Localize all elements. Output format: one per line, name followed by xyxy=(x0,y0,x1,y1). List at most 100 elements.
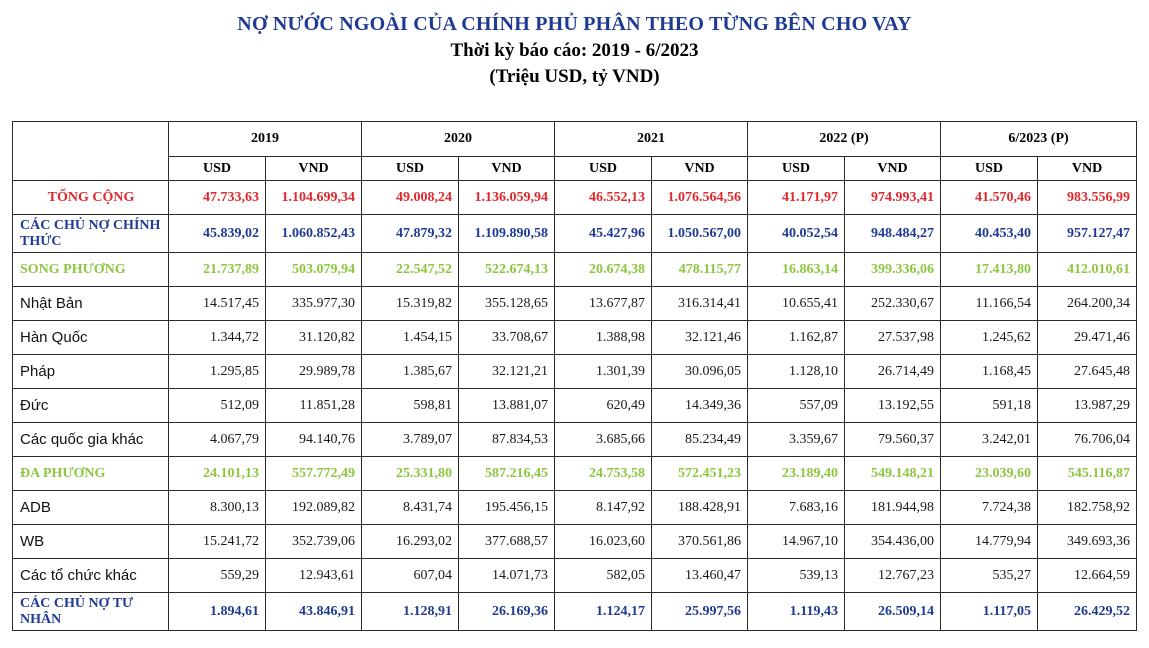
usd-value: 16.023,60 xyxy=(554,524,652,559)
vnd-value: 182.758,92 xyxy=(1037,490,1138,525)
row-official-creditors: CÁC CHỦ NỢ CHÍNH THỨC 45.839,02 1.060.852,… xyxy=(12,214,1138,253)
row-multilateral: ĐA PHƯƠNG 24.101,13 557.772,49 25.331,80 587… xyxy=(12,456,1138,491)
vnd-value: 1.050.567,00 xyxy=(651,214,748,253)
usd-value: 1.385,67 xyxy=(361,354,459,389)
vnd-value: 352.739,06 xyxy=(265,524,362,559)
vnd-header: VND xyxy=(651,156,748,181)
row-korea: Hàn Quốc 1.344,72 31.120,82 1.454,15 33.708,… xyxy=(12,320,1138,355)
report-period: Thời kỳ báo cáo: 2019 - 6/2023 xyxy=(450,40,699,61)
row-label: WB xyxy=(12,524,169,559)
corner-cell xyxy=(12,121,169,181)
usd-value: 23.039,60 xyxy=(940,456,1039,491)
vnd-value: 31.120,82 xyxy=(265,320,362,355)
usd-value: 1.124,17 xyxy=(554,592,652,631)
vnd-value: 1.076.564,56 xyxy=(651,180,748,215)
usd-value: 3.359,67 xyxy=(747,422,845,457)
usd-value: 14.779,94 xyxy=(940,524,1039,559)
vnd-value: 370.561,86 xyxy=(651,524,748,559)
row-total: TỔNG CỘNG 47.733,63 1.104.699,34 49.008,24 1… xyxy=(12,180,1138,215)
vnd-value: 43.846,91 xyxy=(265,592,362,631)
usd-value: 3.685,66 xyxy=(554,422,652,457)
vnd-value: 76.706,04 xyxy=(1037,422,1138,457)
usd-value: 17.413,80 xyxy=(940,252,1039,287)
vnd-value: 26.429,52 xyxy=(1037,592,1138,631)
usd-value: 14.517,45 xyxy=(168,286,266,321)
usd-value: 20.674,38 xyxy=(554,252,652,287)
vnd-header: VND xyxy=(458,156,555,181)
vnd-value: 192.089,82 xyxy=(265,490,362,525)
vnd-value: 26.714,49 xyxy=(843,354,942,389)
vnd-value: 188.428,91 xyxy=(651,490,748,525)
vnd-value: 14.071,73 xyxy=(458,558,555,593)
row-label: ĐA PHƯƠNG xyxy=(12,456,169,491)
vnd-value: 29.989,78 xyxy=(265,354,362,389)
usd-value: 607,04 xyxy=(361,558,459,593)
vnd-header: VND xyxy=(1037,156,1138,181)
usd-value: 47.733,63 xyxy=(168,180,266,215)
usd-value: 1.162,87 xyxy=(747,320,845,355)
usd-value: 582,05 xyxy=(554,558,652,593)
usd-value: 1.128,10 xyxy=(747,354,845,389)
vnd-value: 587.216,45 xyxy=(458,456,555,491)
usd-value: 24.101,13 xyxy=(168,456,266,491)
usd-value: 7.724,38 xyxy=(940,490,1039,525)
row-label: SONG PHƯƠNG xyxy=(12,252,169,287)
usd-value: 25.331,80 xyxy=(361,456,459,491)
vnd-value: 14.349,36 xyxy=(651,388,748,423)
usd-value: 21.737,89 xyxy=(168,252,266,287)
usd-value: 3.789,07 xyxy=(361,422,459,457)
vnd-value: 87.834,53 xyxy=(458,422,555,457)
usd-value: 557,09 xyxy=(747,388,845,423)
vnd-value: 13.881,07 xyxy=(458,388,555,423)
vnd-value: 1.060.852,43 xyxy=(265,214,362,253)
vnd-value: 957.127,47 xyxy=(1037,214,1138,253)
usd-value: 598,81 xyxy=(361,388,459,423)
vnd-value: 32.121,46 xyxy=(651,320,748,355)
usd-value: 1.388,98 xyxy=(554,320,652,355)
usd-value: 16.293,02 xyxy=(361,524,459,559)
row-label: Các quốc gia khác xyxy=(12,422,169,457)
vnd-value: 1.136.059,94 xyxy=(458,180,555,215)
report-title: NỢ NƯỚC NGOÀI CỦA CHÍNH PHỦ PHÂN THEO TỪ… xyxy=(237,13,912,35)
usd-value: 13.677,87 xyxy=(554,286,652,321)
vnd-value: 13.460,47 xyxy=(651,558,748,593)
vnd-value: 545.116,87 xyxy=(1037,456,1138,491)
vnd-value: 25.997,56 xyxy=(651,592,748,631)
vnd-value: 94.140,76 xyxy=(265,422,362,457)
year-header: 6/2023 (P) xyxy=(940,121,1138,157)
usd-value: 10.655,41 xyxy=(747,286,845,321)
row-germany: Đức 512,09 11.851,28 598,81 13.881,07 620,49 1… xyxy=(12,388,1138,423)
usd-value: 24.753,58 xyxy=(554,456,652,491)
vnd-value: 12.943,61 xyxy=(265,558,362,593)
row-wb: WB 15.241,72 352.739,06 16.293,02 377.688,57… xyxy=(12,524,1138,559)
vnd-value: 195.456,15 xyxy=(458,490,555,525)
usd-header: USD xyxy=(168,156,266,181)
vnd-header: VND xyxy=(843,156,942,181)
usd-value: 535,27 xyxy=(940,558,1039,593)
vnd-value: 349.693,36 xyxy=(1037,524,1138,559)
usd-value: 1.344,72 xyxy=(168,320,266,355)
row-adb: ADB 8.300,13 192.089,82 8.431,74 195.456,15 8… xyxy=(12,490,1138,525)
vnd-value: 11.851,28 xyxy=(265,388,362,423)
year-header-row: 2019 2020 2021 2022 (P) 6/2023 (P) xyxy=(12,121,1138,181)
usd-value: 45.839,02 xyxy=(168,214,266,253)
vnd-value: 503.079,94 xyxy=(265,252,362,287)
usd-value: 45.427,96 xyxy=(554,214,652,253)
usd-value: 14.967,10 xyxy=(747,524,845,559)
row-bilateral: SONG PHƯƠNG 21.737,89 503.079,94 22.547,52 5… xyxy=(12,252,1138,287)
vnd-value: 478.115,77 xyxy=(651,252,748,287)
usd-value: 47.879,32 xyxy=(361,214,459,253)
vnd-header: VND xyxy=(265,156,362,181)
usd-value: 539,13 xyxy=(747,558,845,593)
row-label: CÁC CHỦ NỢ CHÍNH THỨC xyxy=(12,214,169,253)
vnd-value: 264.200,34 xyxy=(1037,286,1138,321)
debt-table: 2019 2020 2021 2022 (P) 6/2023 (P) USD V… xyxy=(12,121,1138,631)
usd-value: 8.431,74 xyxy=(361,490,459,525)
usd-value: 15.241,72 xyxy=(168,524,266,559)
report-unit: (Triệu USD, tỷ VND) xyxy=(489,66,660,87)
vnd-value: 181.944,98 xyxy=(843,490,942,525)
usd-value: 16.863,14 xyxy=(747,252,845,287)
vnd-value: 412.010,61 xyxy=(1037,252,1138,287)
row-label: TỔNG CỘNG xyxy=(12,180,169,215)
usd-value: 1.168,45 xyxy=(940,354,1039,389)
